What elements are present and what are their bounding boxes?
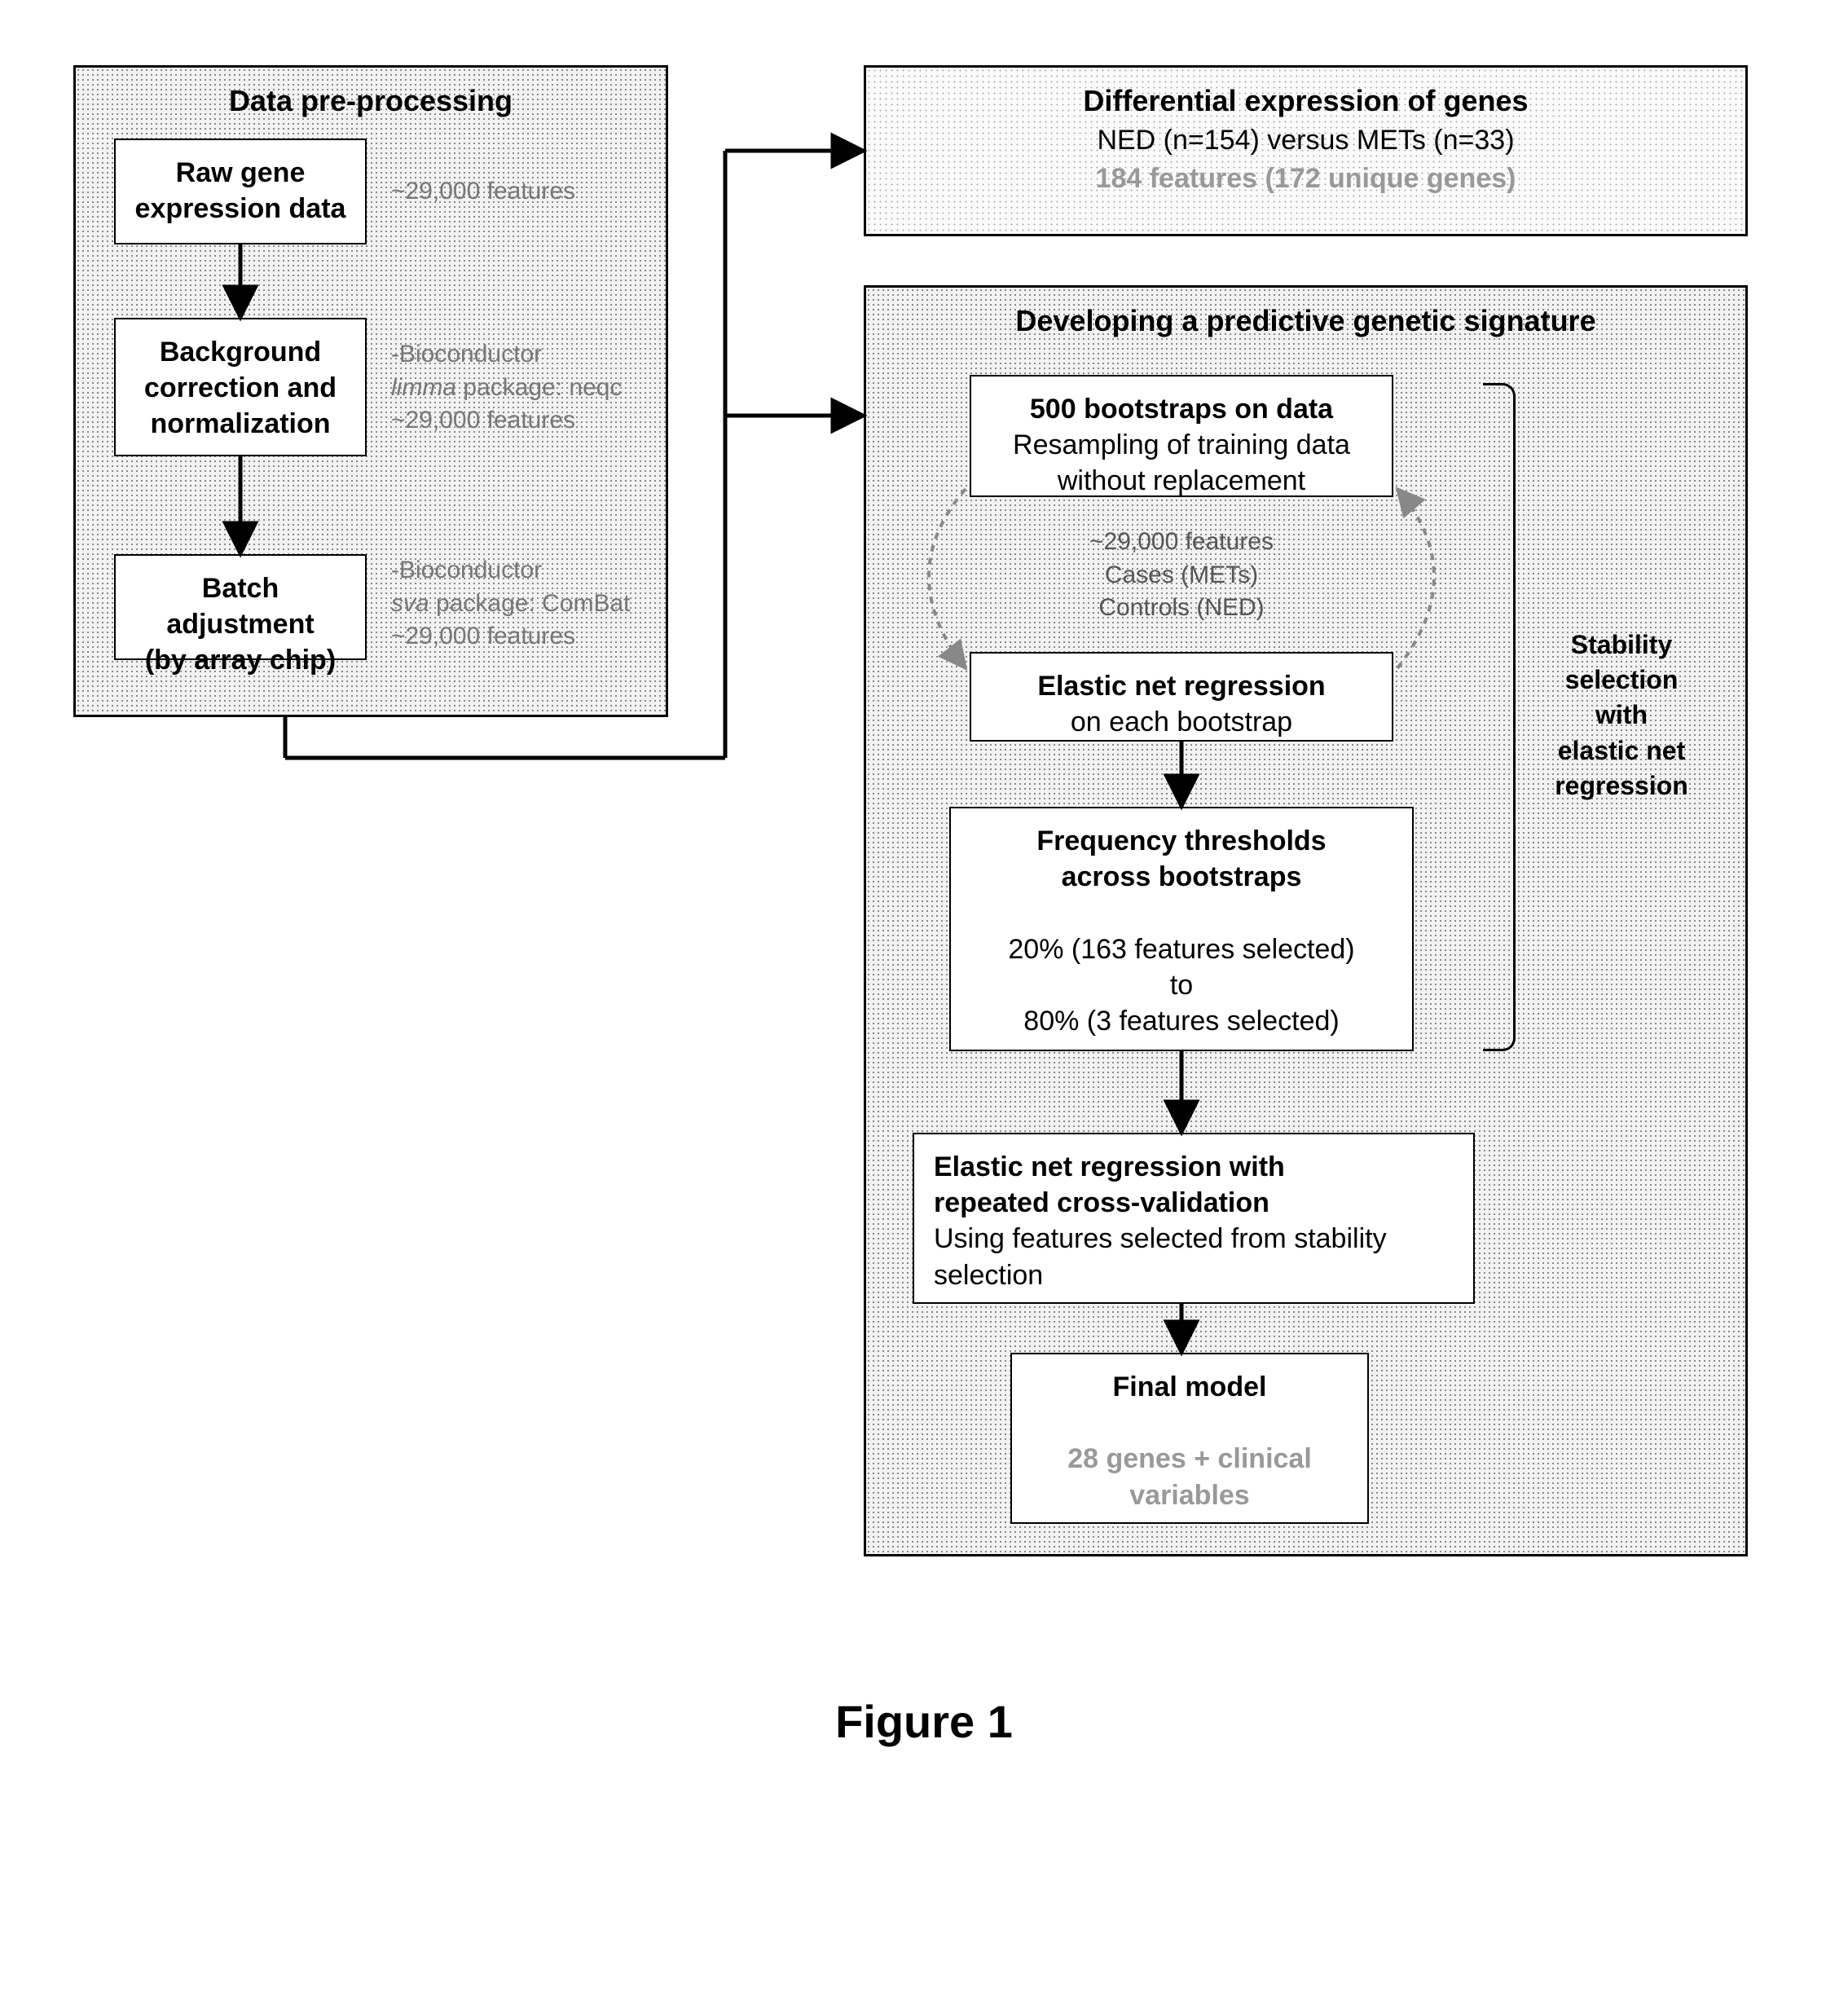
label: package: neqc [456,374,622,401]
note-raw-features: ~29,000 features [391,175,575,209]
note-limma: -Bioconductor limma package: neqc ~29,00… [391,338,622,438]
note-bootstrap-features: ~29,000 features Cases (METs) Controls (… [1051,526,1312,625]
label: normalization [150,408,330,439]
box-background-correction: Background correction and normalization [114,318,367,456]
label: across bootstraps [1062,861,1302,892]
label: selection [934,1260,1043,1291]
label: to [1170,970,1193,1001]
label: Batch adjustment [166,573,314,640]
label: elastic net [1558,736,1686,765]
box-elastic-net: Elastic net regression on each bootstrap [970,652,1393,742]
label: on each bootstrap [1071,707,1292,737]
label: Frequency thresholds [1036,825,1326,856]
label: Background [160,337,321,368]
panel-differential-expression: Differential expression of genes NED (n=… [864,65,1748,236]
label: without replacement [1058,465,1305,496]
label: repeated cross-validation [934,1187,1269,1218]
label: Final model [1113,1371,1267,1402]
box-final-model: Final model 28 genes + clinical variable… [1010,1353,1369,1524]
box-raw-gene-expression: Raw gene expression data [114,139,367,244]
label: correction and [144,372,337,403]
label: Cases (METs) [1105,561,1258,588]
label: -Bioconductor [391,557,542,583]
de-subtitle: NED (n=154) versus METs (n=33) [866,121,1745,160]
box-bootstraps: 500 bootstraps on data Resampling of tra… [970,375,1393,497]
box-en-crossvalidation: Elastic net regression with repeated cro… [913,1133,1475,1304]
diagram-canvas: Data pre-processing Raw gene expression … [49,49,1799,1842]
label: sva [391,590,429,617]
label: package: ComBat [429,590,631,617]
label: 80% (3 features selected) [1023,1006,1339,1037]
label: 20% (163 features selected) [1008,934,1354,965]
label: ~29,000 features [1089,528,1274,555]
de-result: 184 features (172 unique genes) [866,160,1745,198]
label: regression [1555,771,1688,800]
label: 28 genes + clinical [1067,1443,1312,1474]
panel-preprocessing-title: Data pre-processing [76,68,666,126]
label: Resampling of training data [1013,429,1350,460]
label: -Bioconductor [391,341,542,368]
label: 500 bootstraps on data [1030,394,1333,425]
note-sva: -Bioconductor sva package: ComBat ~29,00… [391,554,630,654]
panel-de-title: Differential expression of genes [866,68,1745,121]
label: ~29,000 features [391,623,575,649]
bracket-stability [1483,383,1516,1051]
bracket-label: Stability selection with elastic net reg… [1532,627,1711,803]
figure-caption: Figure 1 [49,1695,1799,1748]
box-frequency-thresholds: Frequency thresholds across bootstraps 2… [949,807,1414,1051]
label: Stability [1571,630,1672,659]
label: with [1595,700,1648,729]
panel-signature-title: Developing a predictive genetic signatur… [866,288,1745,346]
label: Controls (NED) [1098,594,1264,621]
label: Elastic net regression with [934,1151,1285,1182]
label: Elastic net regression [1037,671,1325,702]
label: Using features selected from stability [934,1223,1387,1254]
label: selection [1565,665,1679,694]
label: limma [391,374,456,401]
label: ~29,000 features [391,407,575,434]
box-batch-adjustment: Batch adjustment (by array chip) [114,554,367,660]
label: Raw gene [176,157,306,188]
label: expression data [135,193,346,224]
label: variables [1129,1480,1249,1511]
label: (by array chip) [145,645,336,676]
